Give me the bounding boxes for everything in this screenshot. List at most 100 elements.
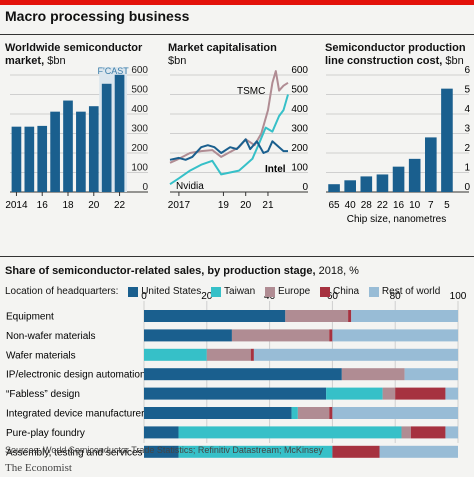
panel4-category-label: Non-wafer materials <box>6 331 95 342</box>
legend-label: Location of headquarters: <box>5 286 119 297</box>
panel3-bar <box>425 137 437 192</box>
panel4-bar-segment <box>329 407 333 419</box>
panel4-bar-segment <box>206 348 251 361</box>
legend-item-rest: Rest of world <box>381 286 441 297</box>
panel1-ytick-label: 500 <box>131 85 148 96</box>
panel1-ytick-label: 0 <box>142 182 148 193</box>
panel4-bar-segment <box>326 387 383 400</box>
panel3-bar <box>408 158 421 192</box>
panel3-bar <box>392 166 405 192</box>
panel2-ytick-label: 100 <box>291 163 308 174</box>
panel2-series-label-intel: Intel <box>265 164 286 175</box>
panel3-unit: $bn <box>445 55 464 67</box>
panel1-ytick-label: 100 <box>131 163 148 174</box>
panel4-bar-segment <box>291 407 298 419</box>
panel4-category-label: Pure-play foundry <box>6 428 85 439</box>
legend-item-taiwan: Taiwan <box>224 286 256 297</box>
panel3-bar <box>344 180 356 192</box>
legend-swatch-us <box>128 286 139 297</box>
panel4-bar-segment <box>445 387 458 400</box>
panel4-bar-segment <box>144 426 179 439</box>
panel4-bar-segment <box>144 348 207 361</box>
panel4-unit: 2018, % <box>318 265 359 277</box>
panel2-ytick-label: 200 <box>291 143 308 154</box>
panel1-forecast-label: F'CAST <box>98 66 130 76</box>
legend-swatch-china <box>319 286 330 297</box>
panel2-title: Market capitalisation $bn <box>168 42 308 68</box>
panel4-bar-segment <box>285 310 349 322</box>
panel4-category-label: Equipment <box>6 312 54 323</box>
legend-swatch-taiwan <box>211 286 222 297</box>
panel3-xtick-label: 40 <box>345 200 357 211</box>
panel4-bar-segment <box>332 329 458 342</box>
panel4-xtick-label: 0 <box>141 291 147 302</box>
panel1-xtick-label: 18 <box>62 200 74 211</box>
panel4-xtick-label: 80 <box>390 291 402 302</box>
panel4-xtick-label: 20 <box>201 291 213 302</box>
panel4-bar-segment <box>348 310 352 322</box>
panel2-xtick-label: 2017 <box>168 200 191 211</box>
panel4-bar-segment <box>341 368 405 381</box>
panel4-bar-segment <box>332 445 380 458</box>
panel1-bar <box>11 126 22 192</box>
source-note: Sources: World Semiconductor Trade Stati… <box>5 445 323 455</box>
panel3-title-text: Semiconductor production line constructi… <box>325 42 466 67</box>
legend-item-us: United States <box>141 286 202 297</box>
panel4-bar-segment <box>144 329 232 342</box>
panel3-xtick-label: 65 <box>329 200 341 211</box>
legend-swatch-europe <box>264 286 275 297</box>
panel3-ytick-label: 1 <box>464 163 470 174</box>
panel4-xtick-label: 40 <box>264 291 276 302</box>
panel3-title: Semiconductor production line constructi… <box>325 42 473 68</box>
panel2-xtick-label: 20 <box>240 200 252 211</box>
panel4-bar-segment <box>329 329 333 342</box>
panel1-bar <box>50 111 60 192</box>
economist-logo: The Economist <box>5 462 72 474</box>
panel4-bar-segment <box>395 387 446 400</box>
panel1-ytick-label: 300 <box>131 124 148 135</box>
legend-item-europe: Europe <box>277 286 311 297</box>
panel3-bar <box>328 184 340 192</box>
panel1-ytick-label: 600 <box>131 65 148 76</box>
legend-item-china: China <box>332 286 360 297</box>
panel3-bar <box>376 174 389 192</box>
panel3-ytick-label: 4 <box>464 104 470 115</box>
panel3-ytick-label: 0 <box>464 182 470 193</box>
panel4-bar-segment <box>144 387 327 400</box>
panel3-xtick-label: 22 <box>377 200 389 211</box>
panel3-bar <box>360 176 373 192</box>
panel2-unit: $bn <box>168 55 187 67</box>
panel4-xtick-label: 60 <box>327 291 339 302</box>
panel3-xaxis-title: Chip size, nanometres <box>347 214 447 225</box>
panel4-bar-segment <box>332 407 458 419</box>
panel4-bar-segment <box>144 445 179 458</box>
panel4-bar-segment <box>231 329 330 342</box>
panel4-category-label: Wafer materials <box>6 350 76 361</box>
panel4-bar-segment <box>297 407 330 419</box>
page-title: Macro processing business <box>5 8 190 24</box>
panel1-xtick-label: 16 <box>37 200 49 211</box>
panel4-bar-segment <box>445 426 458 439</box>
panel4-bar-segment <box>253 348 458 361</box>
panel2-series-label-tsmc: TSMC <box>237 86 265 97</box>
panel2-xtick-label: 21 <box>262 200 274 211</box>
panel3-xtick-label: 16 <box>393 200 405 211</box>
panel1-xtick-label: 22 <box>114 200 126 211</box>
panel4-bar-segment <box>401 426 411 439</box>
panel4-bar-segment <box>379 445 458 458</box>
panel4-bar-segment <box>382 387 396 400</box>
panel3-ytick-label: 5 <box>464 85 470 96</box>
panel4-bar-segment <box>404 368 458 381</box>
panel2-xtick-label: 19 <box>218 200 230 211</box>
divider-middle <box>0 256 474 257</box>
panel2-ytick-label: 0 <box>302 182 308 193</box>
panel4-xtick-label: 100 <box>450 291 467 302</box>
panel4-bar-segment <box>178 445 333 458</box>
panel3-ytick-label: 6 <box>464 65 470 76</box>
panel1-bar <box>63 100 73 192</box>
panel1-ytick-label: 400 <box>131 104 148 115</box>
legend-swatch-rest <box>368 286 379 297</box>
panel2-series-label-nvidia: Nvidia <box>176 181 204 192</box>
panel2-ytick-label: 300 <box>291 124 308 135</box>
